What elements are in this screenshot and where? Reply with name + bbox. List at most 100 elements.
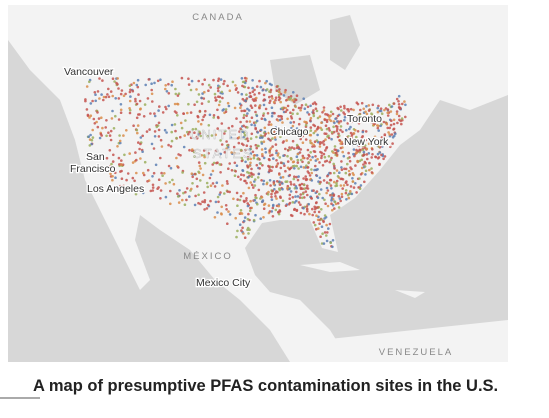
site-dot [223, 151, 227, 154]
site-dot [243, 236, 247, 239]
site-dot [257, 172, 261, 176]
site-dot [371, 103, 375, 107]
site-dot [312, 189, 315, 192]
site-dot [309, 119, 312, 122]
site-dot [296, 158, 300, 162]
site-dot [236, 229, 239, 233]
site-dot [286, 184, 290, 188]
site-dot [171, 80, 174, 83]
site-dot [157, 128, 161, 132]
site-dot [281, 121, 284, 124]
site-dot [205, 207, 209, 210]
site-dot [165, 131, 168, 134]
site-dot [377, 156, 381, 159]
site-dot [358, 114, 362, 117]
site-dot [167, 104, 170, 108]
site-dot [314, 164, 317, 168]
site-dot [310, 179, 314, 182]
site-dot [334, 151, 338, 155]
site-dot [315, 190, 319, 193]
site-dot [267, 137, 270, 141]
site-dot [87, 135, 90, 138]
site-dot [404, 115, 407, 119]
site-dot [286, 117, 289, 121]
site-dot [114, 114, 117, 118]
site-dot [265, 79, 269, 83]
site-dot [335, 129, 339, 133]
site-dot [254, 126, 257, 130]
site-dot [269, 123, 273, 126]
site-dot [207, 124, 211, 127]
site-dot [170, 130, 173, 134]
site-dot [233, 106, 237, 110]
site-dot [282, 129, 286, 133]
site-dot [312, 221, 316, 224]
site-dot [268, 168, 272, 171]
site-dot [308, 212, 311, 216]
site-dot [352, 108, 355, 112]
site-dot [267, 123, 271, 126]
site-dot [207, 83, 211, 87]
site-dot [321, 232, 324, 235]
site-dot [246, 139, 250, 143]
site-dot [271, 137, 274, 140]
site-dot [277, 114, 280, 118]
site-dot [320, 128, 324, 131]
site-dot [139, 108, 142, 111]
site-dot [182, 112, 185, 115]
site-dot [362, 107, 366, 111]
site-dot [91, 136, 95, 139]
site-dot [298, 196, 302, 199]
site-dot [344, 171, 348, 175]
site-dot [164, 182, 167, 185]
site-dot [269, 184, 272, 187]
site-dot [311, 213, 315, 217]
site-dot [282, 154, 285, 157]
site-dot [378, 163, 381, 166]
site-dot [241, 130, 245, 133]
site-dot [383, 133, 387, 136]
site-dot [317, 210, 321, 214]
site-dot [156, 79, 160, 83]
site-dot [309, 104, 312, 108]
site-dot [331, 239, 335, 242]
site-dot [336, 149, 340, 152]
site-dot [274, 98, 277, 102]
site-dot [120, 177, 124, 180]
site-dot [343, 104, 346, 108]
site-dot [308, 133, 312, 137]
site-dot [355, 101, 359, 104]
site-dot [182, 145, 186, 149]
site-dot [303, 131, 306, 135]
site-dot [122, 134, 125, 137]
site-dot [292, 91, 295, 94]
site-dot [214, 99, 218, 102]
site-dot [370, 171, 374, 174]
site-dot [242, 174, 246, 177]
site-dot [321, 141, 324, 144]
site-dot [311, 155, 314, 159]
site-dot [202, 97, 206, 100]
site-dot [199, 122, 203, 126]
site-dot [296, 112, 299, 115]
site-dot [315, 174, 319, 178]
site-dot [339, 105, 342, 109]
site-dot [106, 93, 109, 96]
site-dot [264, 151, 268, 154]
site-dot [270, 106, 274, 109]
site-dot [202, 149, 206, 152]
site-dot [226, 190, 229, 193]
site-dot [351, 177, 354, 180]
site-dot [159, 138, 163, 142]
site-dot [278, 156, 282, 159]
site-dot [270, 95, 274, 98]
site-dot [264, 81, 267, 85]
site-dot [324, 124, 328, 127]
site-dot [347, 108, 350, 111]
site-dot [190, 187, 193, 191]
site-dot [315, 109, 319, 113]
site-dot [329, 241, 333, 244]
site-dot [327, 155, 331, 158]
site-dot [98, 97, 101, 100]
site-dot [298, 183, 302, 187]
